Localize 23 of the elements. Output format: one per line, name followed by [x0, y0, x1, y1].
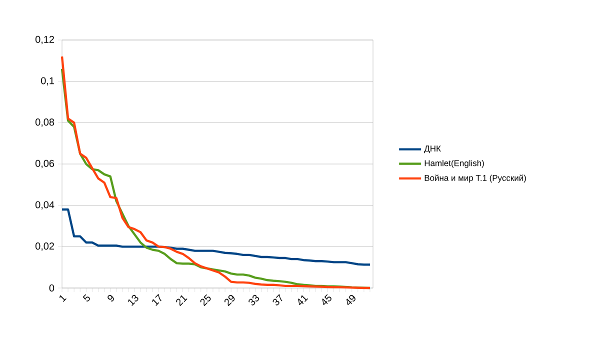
x-tick-label: 45 — [322, 294, 332, 306]
legend-label: Hamlet(English) — [424, 160, 484, 168]
x-tick-label: 49 — [346, 295, 356, 306]
y-tick-label: 0,06 — [35, 160, 54, 168]
y-tick-label: 0,02 — [35, 242, 54, 251]
x-tick-label: 21 — [176, 295, 188, 306]
y-tick-label: 0,1 — [41, 77, 54, 86]
x-tick-label: 33 — [248, 294, 260, 306]
y-tick-label: 0,04 — [35, 201, 54, 210]
x-tick-label: 9 — [108, 295, 114, 302]
y-tick-label: 0 — [49, 284, 54, 292]
x-tick-label: 29 — [224, 295, 235, 306]
y-tick-label: 0,08 — [35, 118, 54, 127]
legend-label: Война и мир Т.1 (Русский) — [424, 174, 526, 183]
y-tick-label: 0,12 — [35, 36, 54, 44]
x-tick-label: 17 — [152, 294, 162, 306]
x-tick-label: 25 — [200, 294, 211, 306]
x-tick-label: 37 — [272, 294, 282, 306]
x-tick-label: 13 — [128, 294, 138, 306]
x-tick-label: 5 — [82, 294, 90, 302]
legend-label: ДНК — [424, 146, 441, 154]
x-tick-label: 41 — [298, 295, 308, 306]
x-tick-label: 1 — [60, 295, 67, 302]
